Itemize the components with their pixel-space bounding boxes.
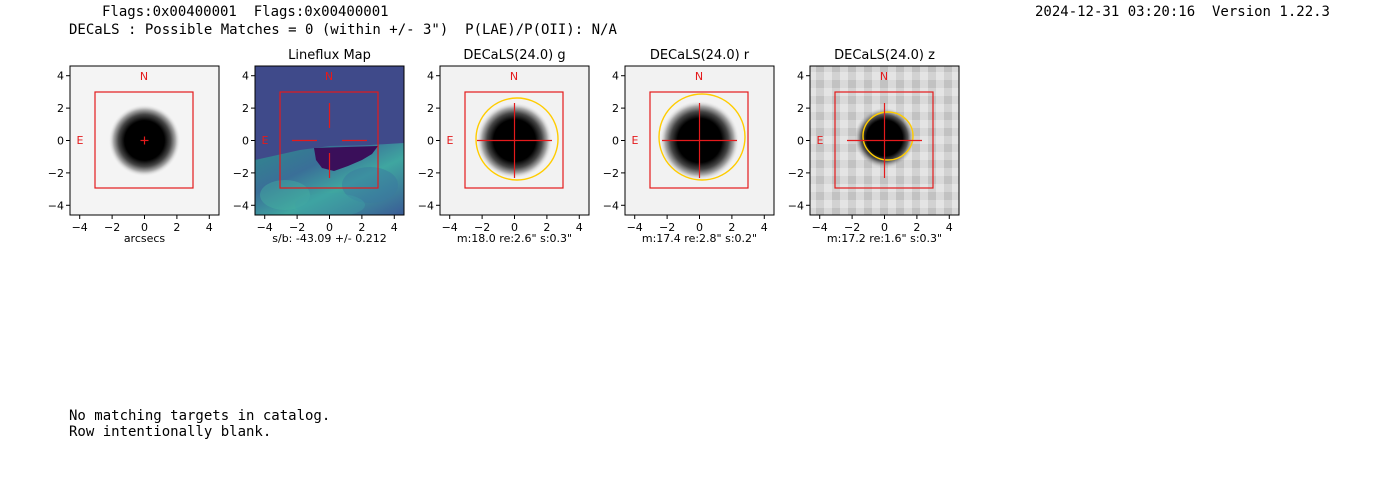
east-label: E	[447, 134, 454, 147]
y-tick-label: −4	[603, 199, 619, 212]
aperture-box	[279, 91, 379, 189]
x-tick-label: 0	[141, 221, 148, 234]
x-tick-label: −4	[812, 221, 828, 234]
north-label: N	[140, 70, 148, 83]
y-tick-label: 0	[242, 135, 249, 148]
north-label: N	[880, 70, 888, 83]
y-tick-label: 2	[242, 102, 249, 115]
panel-caption: s/b: -43.09 +/- 0.212	[272, 232, 386, 245]
x-tick-label: −2	[844, 221, 860, 234]
x-tick-label: 0	[326, 221, 333, 234]
panel-lineflux-map: Lineflux Map N E s/b: -43.09 +/- 0.212	[254, 48, 405, 245]
y-tick-label: 4	[242, 70, 249, 83]
footer-line-2: Row intentionally blank.	[69, 424, 272, 440]
x-tick-label: 2	[913, 221, 920, 234]
panel-caption: m:17.2 re:1.6" s:0.3"	[827, 232, 942, 245]
x-tick-label: 4	[206, 221, 213, 234]
x-tick-label: 0	[881, 221, 888, 234]
decals-summary-text: DECaLS : Possible Matches = 0 (within +/…	[69, 22, 617, 38]
panel-decals-r: DECaLS(24.0) r N E m:17.4 re:2.8" s:0.2"	[624, 48, 775, 245]
y-tick-label: −4	[418, 199, 434, 212]
y-tick-label: −4	[48, 199, 64, 212]
x-tick-label: −4	[627, 221, 643, 234]
panel-title: DECaLS(24.0) g	[463, 48, 565, 63]
y-tick-label: −2	[418, 167, 434, 180]
y-tick-label: −2	[233, 167, 249, 180]
y-tick-label: 0	[57, 135, 64, 148]
source-ellipse	[658, 93, 746, 181]
aperture-box	[94, 91, 194, 189]
x-tick-label: 2	[358, 221, 365, 234]
panel-caption: m:18.0 re:2.6" s:0.3"	[457, 232, 572, 245]
x-tick-label: −2	[474, 221, 490, 234]
panel-title: DECaLS(24.0) z	[834, 48, 935, 63]
aperture-box	[649, 91, 749, 189]
y-tick-label: −2	[48, 167, 64, 180]
y-tick-label: 0	[427, 135, 434, 148]
y-tick-label: 0	[612, 135, 619, 148]
timestamp-version-text: 2024-12-31 03:20:16 Version 1.22.3	[1034, 4, 1330, 20]
x-tick-label: 0	[696, 221, 703, 234]
x-tick-label: −4	[442, 221, 458, 234]
east-label: E	[77, 134, 84, 147]
north-label: N	[510, 70, 518, 83]
flags-text: Flags:0x00400001 Flags:0x00400001	[102, 4, 389, 20]
y-tick-label: 4	[427, 70, 434, 83]
y-tick-label: 4	[612, 70, 619, 83]
y-tick-label: 4	[797, 70, 804, 83]
y-tick-label: 4	[57, 70, 64, 83]
x-tick-label: 4	[946, 221, 953, 234]
north-label: N	[325, 70, 333, 83]
x-tick-label: −2	[104, 221, 120, 234]
axis-ticks: −4 −4 −2 −2 0 0 2 2 4 4 −4 −4 −2 −2 0 0 2 2 4 4 −4 −4 −2 −2 0 0 2 2…	[48, 70, 953, 234]
y-tick-label: −4	[233, 199, 249, 212]
source-ellipse	[862, 111, 914, 161]
panel-caption: m:17.4 re:2.8" s:0.2"	[642, 232, 757, 245]
x-tick-label: 2	[173, 221, 180, 234]
panel-title: DECaLS(24.0) r	[650, 48, 750, 63]
panel-caption: arcsecs	[124, 232, 166, 245]
north-label: N	[695, 70, 703, 83]
y-tick-label: 2	[797, 102, 804, 115]
panel-title: Lineflux Map	[288, 48, 371, 63]
source-ellipse	[475, 97, 559, 181]
x-tick-label: 4	[761, 221, 768, 234]
panel-decals-g: DECaLS(24.0) g N E m:18.0 re:2.6" s:0.3"	[439, 48, 590, 245]
footer-line-1: No matching targets in catalog.	[69, 408, 331, 424]
y-tick-label: 0	[797, 135, 804, 148]
east-label: E	[262, 134, 269, 147]
x-tick-label: 4	[576, 221, 583, 234]
x-tick-label: 0	[511, 221, 518, 234]
y-tick-label: −2	[788, 167, 804, 180]
panel-decals-z: DECaLS(24.0) z N E m:17.2 re:1.6" s:0.3"	[809, 48, 960, 245]
x-tick-label: −2	[289, 221, 305, 234]
x-tick-label: 2	[728, 221, 735, 234]
panel-cutout: N E arcsecs	[69, 65, 220, 245]
x-tick-label: 2	[543, 221, 550, 234]
x-tick-label: −4	[72, 221, 88, 234]
east-label: E	[632, 134, 639, 147]
aperture-box	[834, 91, 934, 189]
x-tick-label: −4	[257, 221, 273, 234]
y-tick-label: −4	[788, 199, 804, 212]
y-tick-label: 2	[57, 102, 64, 115]
x-tick-label: 4	[391, 221, 398, 234]
aperture-box	[464, 91, 564, 189]
east-label: E	[817, 134, 824, 147]
y-tick-label: 2	[612, 102, 619, 115]
x-tick-label: −2	[659, 221, 675, 234]
y-tick-label: 2	[427, 102, 434, 115]
y-tick-label: −2	[603, 167, 619, 180]
